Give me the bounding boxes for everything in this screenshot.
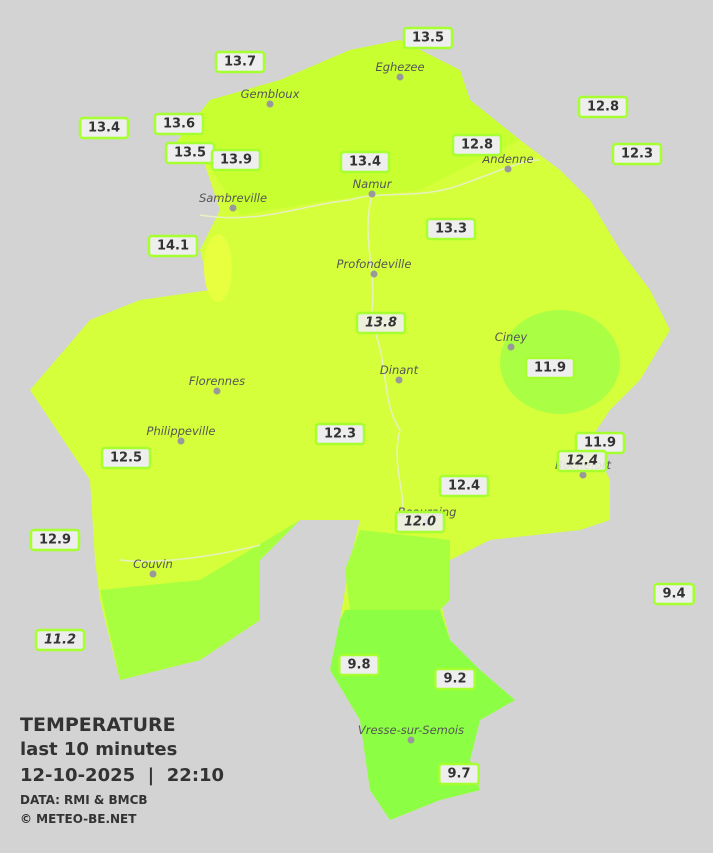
station-box: [314, 422, 366, 446]
station-value: 13.3: [435, 222, 467, 237]
city-name: Philippeville: [147, 424, 216, 438]
station-value: 12.4: [448, 479, 480, 494]
city-dot: [149, 570, 157, 578]
city-dot: [368, 190, 376, 198]
station-box: [100, 446, 152, 470]
station-value: 14.1: [157, 239, 189, 254]
river: [119, 159, 541, 563]
city-name: Namur: [353, 177, 393, 191]
zone-couvin: [100, 520, 300, 680]
station-box: [425, 217, 477, 241]
station-value: 9.8: [347, 658, 370, 673]
city-name: Eghezee: [375, 60, 424, 74]
station-box: [434, 667, 476, 691]
station-value: 13.6: [163, 117, 195, 132]
station-box: [339, 150, 391, 174]
city-dot: [579, 471, 587, 479]
timestamp: 12-10-2025 | 22:10: [20, 765, 224, 786]
city-dot: [229, 204, 237, 212]
station-value: 11.9: [584, 436, 616, 451]
station-value: 13.8: [365, 316, 397, 331]
station-value: 12.3: [324, 427, 356, 442]
station-value: 12.9: [39, 533, 71, 548]
station-box: [338, 653, 380, 677]
station-value: 13.5: [174, 146, 206, 161]
period: last 10 minutes: [20, 739, 177, 760]
station-box: [394, 510, 446, 534]
station-value: 13.4: [88, 121, 120, 136]
station-value: 12.8: [587, 100, 619, 115]
station-box: [402, 26, 454, 50]
station-value: 13.4: [349, 155, 381, 170]
city-name: Ciney: [495, 330, 528, 344]
station-box: [210, 148, 262, 172]
station-box: [556, 449, 608, 473]
city-dot: [395, 376, 403, 384]
station-box: [78, 116, 130, 140]
title: TEMPERATURE: [20, 714, 176, 736]
station-value: 11.9: [534, 361, 566, 376]
city-dot: [407, 736, 415, 744]
station-box: [577, 95, 629, 119]
zone-south-1: [345, 530, 450, 610]
station-box: [147, 234, 199, 258]
station-value: 12.8: [461, 138, 493, 153]
station-box: [438, 762, 480, 786]
station-box: [153, 112, 205, 136]
station-box: [355, 311, 407, 335]
station-box: [653, 582, 695, 606]
zone-north: [170, 40, 520, 215]
station-value: 9.7: [447, 767, 470, 782]
station-box: [34, 628, 86, 652]
city-dot: [266, 100, 274, 108]
station-value: 12.0: [404, 515, 436, 530]
station-value: 9.4: [662, 587, 685, 602]
credit: © METEO-BE.NET: [20, 812, 137, 826]
station-value: 13.9: [220, 153, 252, 168]
city-name: Couvin: [133, 557, 173, 571]
city-name: Sambreville: [199, 191, 267, 205]
city-dot: [213, 387, 221, 395]
source: DATA: RMI & BMCB: [20, 793, 148, 807]
city-dot: [177, 437, 185, 445]
station-value: 9.2: [443, 672, 466, 687]
station-box: [29, 528, 81, 552]
city-dot: [370, 270, 378, 278]
city-name: Vresse-sur-Semois: [358, 723, 464, 737]
station-box: [524, 356, 576, 380]
station-box: [451, 133, 503, 157]
station-value: 12.5: [110, 451, 142, 466]
station-value: 13.7: [224, 55, 256, 70]
city-dot: [504, 165, 512, 173]
city-name: Profondeville: [337, 257, 412, 271]
city-name: Dinant: [380, 363, 419, 377]
station-value: 12.3: [621, 147, 653, 162]
station-value: 12.4: [566, 454, 598, 469]
city-dot: [507, 343, 515, 351]
station-box: [611, 142, 663, 166]
city-name: Florennes: [189, 374, 245, 388]
station-box: [214, 50, 266, 74]
station-value: 13.5: [412, 31, 444, 46]
station-box: [438, 474, 490, 498]
zone-west: [204, 234, 232, 302]
city-dot: [396, 73, 404, 81]
station-value: 11.2: [44, 633, 76, 648]
city-name: Gembloux: [241, 87, 300, 101]
